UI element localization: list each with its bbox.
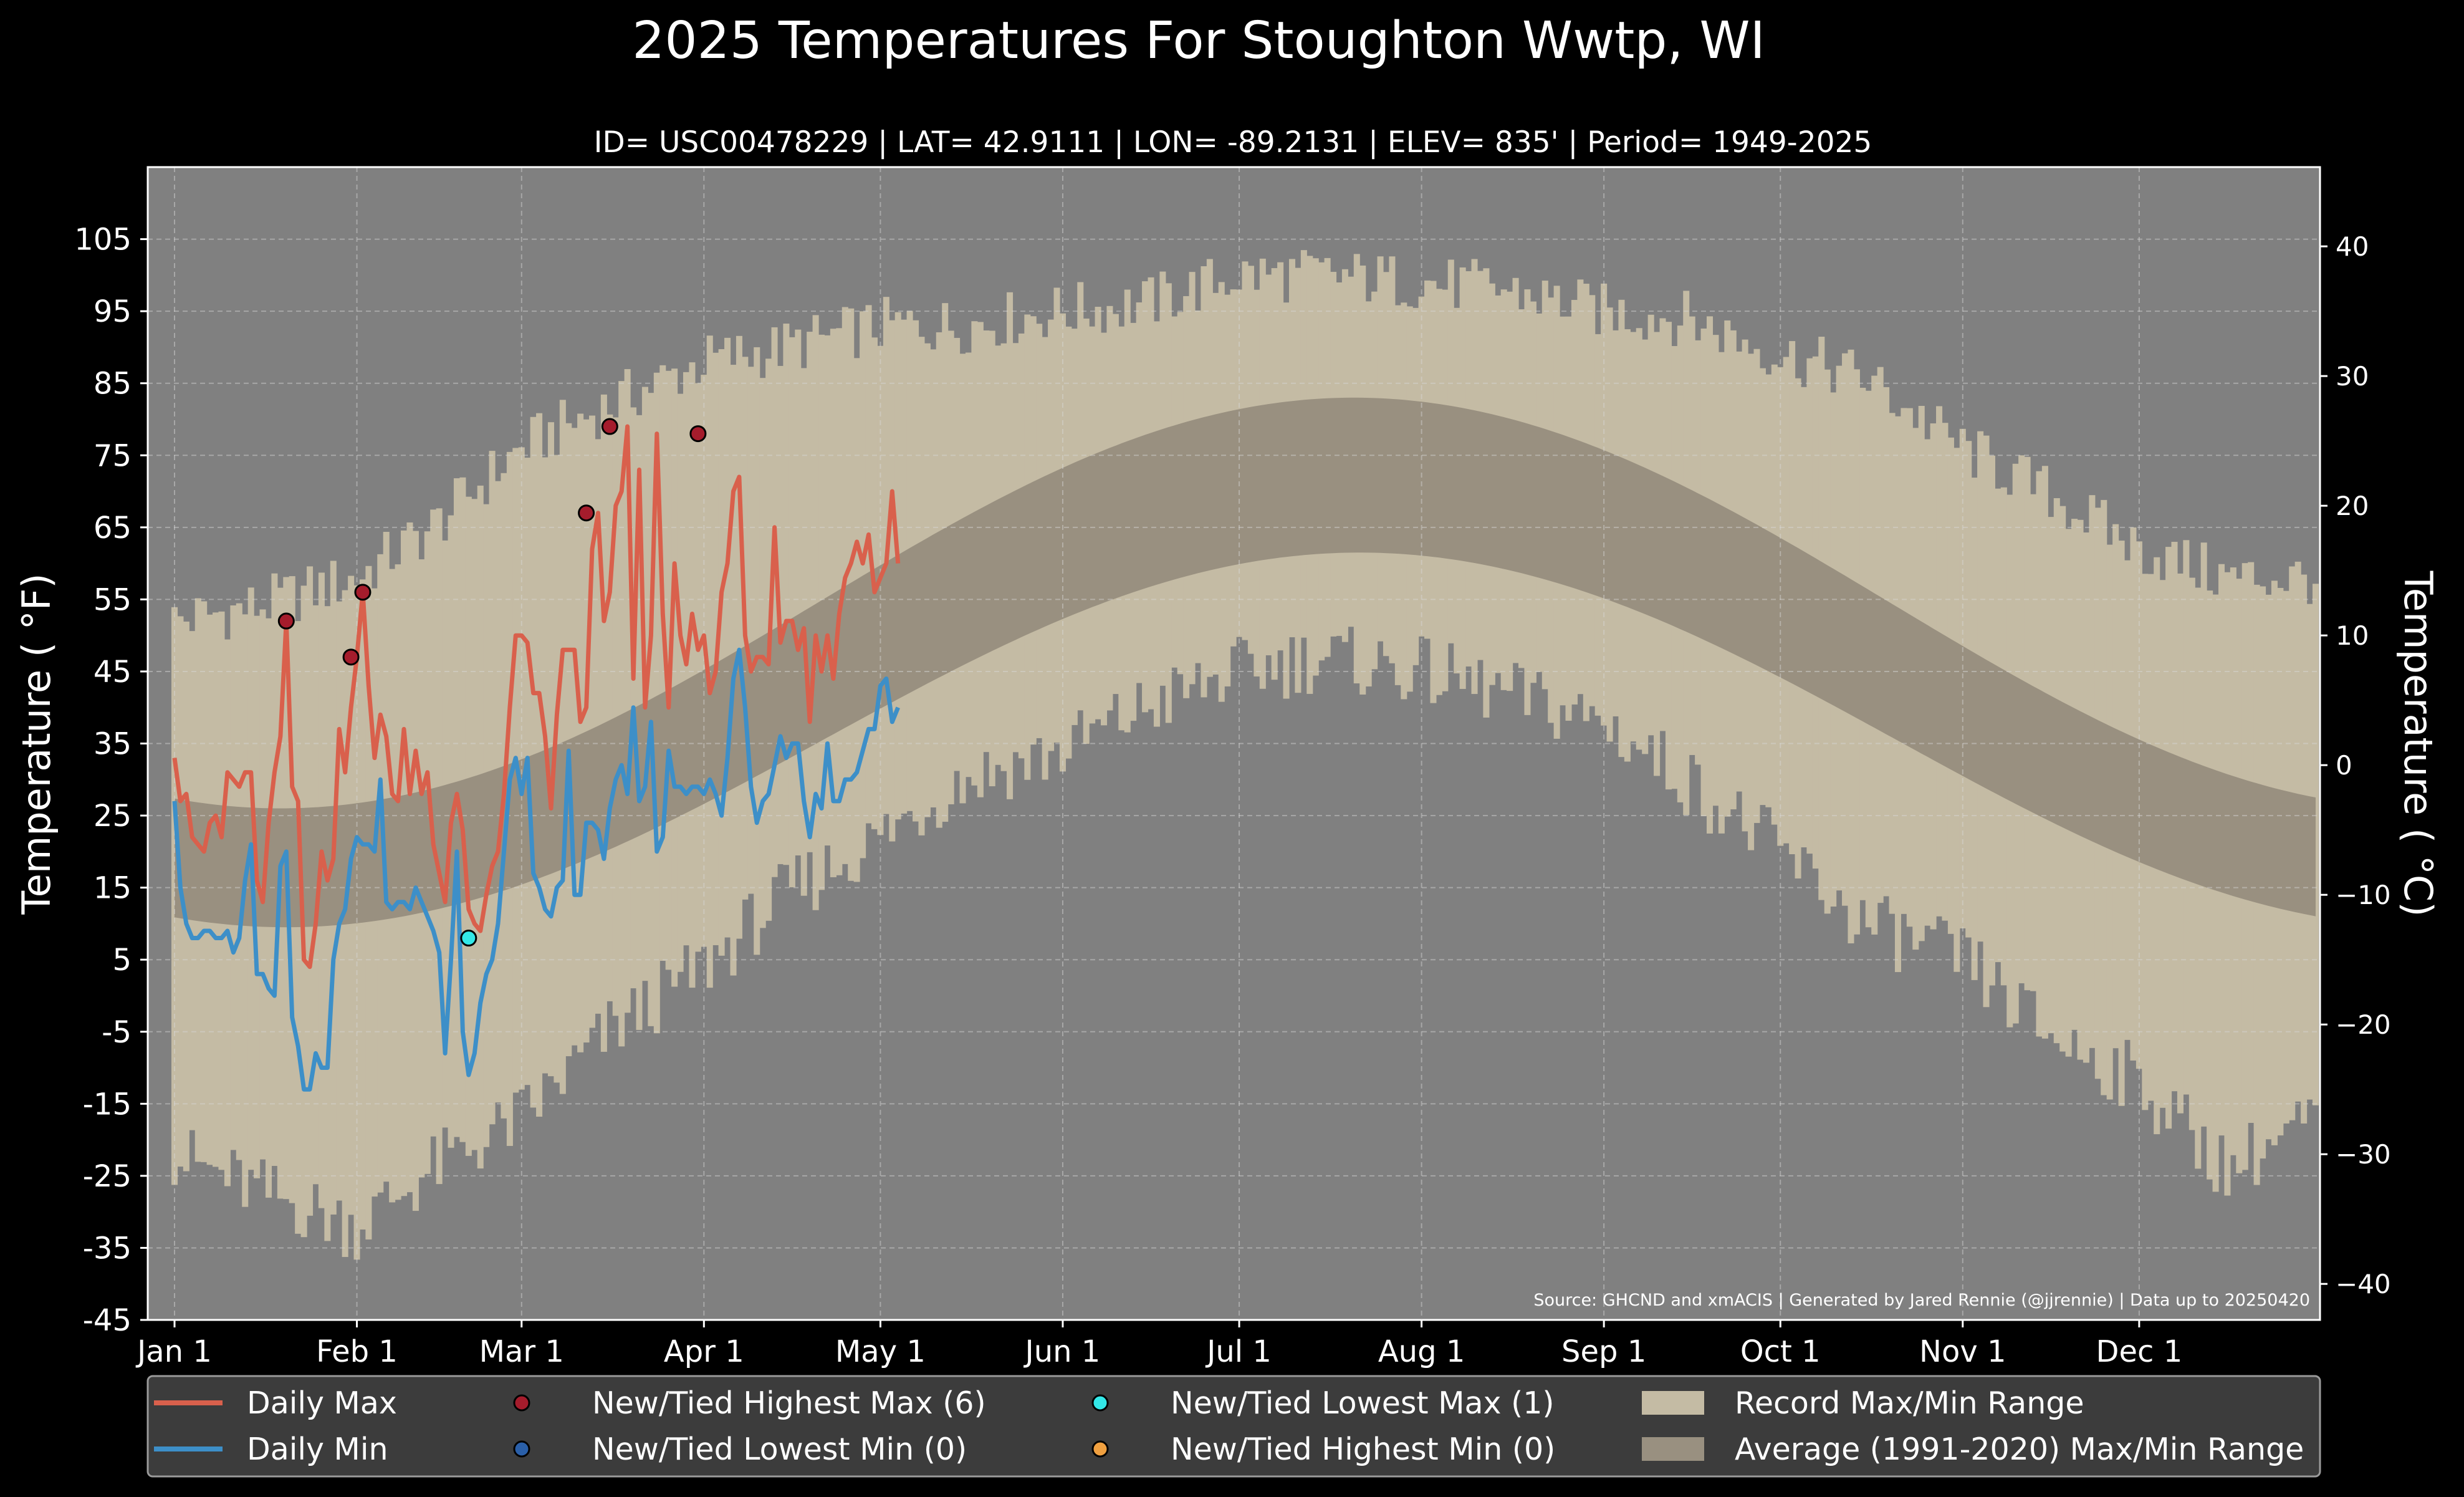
daily-min-line [172,647,900,1092]
legend-label: New/Tied Lowest Max (1) [1171,1385,1555,1421]
x-tick-label: Jun 1 [1023,1334,1101,1369]
new-highest-max-point [277,612,295,630]
y2-tick-label: 30 [2336,361,2369,392]
legend: Daily Max Daily Min New/Tied Highest Max (… [146,1375,2321,1478]
y-tick-label: -25 [83,1159,132,1194]
x-tick-label: Dec 1 [2096,1334,2183,1369]
record-range-bar [771,327,778,877]
record-range-bar [706,335,713,988]
chart-title: 2025 Temperatures For Stoughton Wwtp, WI [632,11,1765,70]
record-range-bar [659,365,666,961]
y-tick-label: 55 [93,582,132,617]
y-tick-label: 45 [93,655,132,690]
new-highest-max-point [578,504,595,522]
legend-label: New/Tied Highest Min (0) [1171,1432,1555,1467]
y-tick-label: 95 [93,294,132,329]
record-range-bar [2212,594,2219,1192]
y2-tick-label: 0 [2336,750,2352,781]
record-range-bar [624,368,631,1013]
record-range-bar [724,337,731,938]
record-range-bar [606,414,613,1001]
y-tick-label: 65 [93,511,132,546]
legend-label: Daily Max [247,1385,397,1421]
record-range-bar [689,362,696,988]
plot-area: 105 95 85 75 65 55 45 35 25 15 5 -5 -15 -25 -35 -45 40 30… [74,166,2391,1369]
y-tick-label: -45 [83,1303,132,1338]
record-range-bar [747,367,754,894]
legend-dot-swatch [513,1440,530,1458]
y-tick-label: -5 [102,1015,132,1050]
y-tick-label: 5 [112,943,132,978]
average-range-band [175,397,2316,928]
x-tick-label: Nov 1 [1919,1334,2006,1369]
y2-tick-label: −20 [2336,1009,2391,1040]
legend-box [146,1375,2321,1478]
legend-dot-swatch [1091,1394,1109,1412]
y-tick-label: -15 [83,1087,132,1122]
legend-dot-swatch [513,1394,530,1412]
new-highest-max-point [354,584,372,601]
x-tick-label: Jan 1 [135,1334,212,1369]
y-tick-label: 75 [93,438,132,473]
y-tick-label: -35 [83,1231,132,1266]
x-tick-label: Jul 1 [1205,1334,1272,1369]
y-tick-label: 25 [93,799,132,834]
legend-label: Record Max/Min Range [1735,1385,2084,1421]
x-tick-label: Apr 1 [664,1334,744,1369]
y2-tick-label: −10 [2336,880,2391,910]
record-range-bar [583,419,590,1043]
new-highest-max-point [689,425,707,443]
legend-label: New/Tied Highest Max (6) [592,1385,986,1421]
record-range-bar [824,335,831,846]
y-tick-label: 35 [93,727,132,762]
legend-patch-swatch [1642,1437,1704,1461]
y-axis-label-f: Temperature ( °F) [14,573,59,915]
record-range-bar [701,375,707,947]
legend-dot-swatch [1091,1440,1109,1458]
legend-label: Average (1991-2020) Max/Min Range [1735,1432,2304,1467]
x-tick-label: Sep 1 [1561,1334,1646,1369]
legend-patch-swatch [1642,1391,1704,1415]
y2-tick-label: −40 [2336,1269,2391,1299]
y-tick-label: 15 [93,871,132,906]
record-range-bar [736,335,742,939]
record-range-bar [694,383,701,952]
x-tick-label: May 1 [835,1334,926,1369]
new-lowest-max-point [460,930,477,947]
y2-tick-label: 20 [2336,491,2369,521]
record-range-bar [671,368,678,987]
record-range-bar [789,337,795,888]
x-tick-label: Mar 1 [479,1334,564,1369]
record-range-bar [295,621,302,1234]
legend-label: Daily Min [247,1432,388,1467]
record-range-bar [718,349,725,956]
new-highest-max-point [342,648,360,666]
record-range-bar [630,407,637,989]
record-range-bar [571,428,578,1046]
record-range-bar [589,415,596,1028]
new-highest-max-point [601,418,618,435]
chart-subtitle: ID= USC00478229 | LAT= 42.9111 | LON= -8… [594,125,1872,160]
record-range-bar [618,381,625,1047]
x-tick-label: Aug 1 [1378,1334,1465,1369]
y2-tick-label: 40 [2336,231,2369,262]
record-range-bar [865,305,872,824]
source-note: Source: GHCND and xmACIS | Generated by … [1533,1291,2310,1310]
record-range-bar [807,332,813,852]
record-range-bar [783,324,790,865]
record-range-bar [577,413,584,1052]
record-range-bar [677,393,684,972]
record-range-bar [612,417,619,1016]
y-axis-label-c: Temperature ( °C) [2395,570,2441,917]
y-tick-label: 105 [74,223,132,258]
x-tick-label: Feb 1 [316,1334,398,1369]
legend-label: New/Tied Lowest Min (0) [592,1432,967,1467]
y2-tick-label: 10 [2336,620,2369,651]
daily-max-line [172,424,901,970]
y2-tick-label: −30 [2336,1139,2391,1170]
y-tick-label: 85 [93,367,132,402]
x-tick-label: Oct 1 [1740,1334,1821,1369]
record-range-bar [795,329,802,855]
